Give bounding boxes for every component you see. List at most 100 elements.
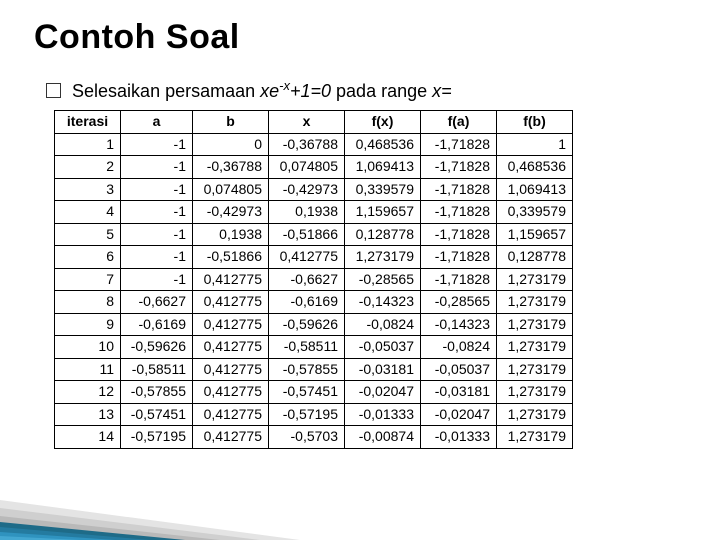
table-cell: 5 (55, 223, 121, 246)
table-cell: 0,412775 (193, 403, 269, 426)
table-cell: -1 (121, 201, 193, 224)
table-cell: -0,03181 (345, 358, 421, 381)
table-cell: -0,5703 (269, 426, 345, 449)
table-header-row: iterasi a b x f(x) f(a) f(b) (55, 111, 573, 134)
table-row: 12-0,578550,412775-0,57451-0,02047-0,031… (55, 381, 573, 404)
table-cell: -0,57855 (121, 381, 193, 404)
table-row: 4-1-0,429730,19381,159657-1,718280,33957… (55, 201, 573, 224)
table-cell: 0,412775 (269, 246, 345, 269)
table-cell: 1,273179 (497, 403, 573, 426)
table-cell: -0,0824 (421, 336, 497, 359)
col-header: a (121, 111, 193, 134)
equation-rhs: +1=0 (290, 81, 331, 101)
table-cell: 0,412775 (193, 358, 269, 381)
equation-exponent: -x (279, 78, 290, 93)
table-cell: 12 (55, 381, 121, 404)
table-cell: 1 (497, 133, 573, 156)
table-cell: 0,412775 (193, 336, 269, 359)
slide: Contoh Soal Selesaikan persamaan xe-x+1=… (0, 0, 720, 540)
table-cell: -0,59626 (121, 336, 193, 359)
table-cell: -0,6169 (269, 291, 345, 314)
subtitle-trail: pada range (336, 81, 427, 101)
table-cell: 1,069413 (345, 156, 421, 179)
table-cell: 0,128778 (345, 223, 421, 246)
table-row: 3-10,074805-0,429730,339579-1,718281,069… (55, 178, 573, 201)
table-row: 13-0,574510,412775-0,57195-0,01333-0,020… (55, 403, 573, 426)
table-cell: 1,159657 (345, 201, 421, 224)
table-cell: -0,57195 (121, 426, 193, 449)
table-cell: 1,159657 (497, 223, 573, 246)
table-cell: 7 (55, 268, 121, 291)
range-var: x= (432, 81, 452, 101)
table-cell: 0,074805 (269, 156, 345, 179)
table-row: 11-0,585110,412775-0,57855-0,03181-0,050… (55, 358, 573, 381)
decorative-wedge-icon (0, 470, 320, 540)
table-cell: -0,57451 (269, 381, 345, 404)
table-cell: -1,71828 (421, 246, 497, 269)
table-cell: 9 (55, 313, 121, 336)
table-cell: 0,128778 (497, 246, 573, 269)
table-cell: -0,00874 (345, 426, 421, 449)
table-cell: -1,71828 (421, 268, 497, 291)
table-cell: -0,58511 (121, 358, 193, 381)
table-cell: 0,1938 (269, 201, 345, 224)
table-cell: -0,51866 (193, 246, 269, 269)
table-row: 1-10-0,367880,468536-1,718281 (55, 133, 573, 156)
table-row: 7-10,412775-0,6627-0,28565-1,718281,2731… (55, 268, 573, 291)
table-cell: -1 (121, 246, 193, 269)
table-cell: 0,468536 (345, 133, 421, 156)
col-header: f(a) (421, 111, 497, 134)
table-cell: -1,71828 (421, 156, 497, 179)
table-cell: -0,57855 (269, 358, 345, 381)
problem-statement: Selesaikan persamaan xe-x+1=0 pada range… (46, 81, 686, 102)
table-cell: 1,273179 (497, 268, 573, 291)
table-cell: -0,0824 (345, 313, 421, 336)
table-row: 10-0,596260,412775-0,58511-0,05037-0,082… (55, 336, 573, 359)
table-cell: -1 (121, 268, 193, 291)
table-cell: 0 (193, 133, 269, 156)
equation-lhs: xe (260, 81, 279, 101)
table-row: 6-1-0,518660,4127751,273179-1,718280,128… (55, 246, 573, 269)
table-cell: 0,412775 (193, 291, 269, 314)
table-row: 2-1-0,367880,0748051,069413-1,718280,468… (55, 156, 573, 179)
table-cell: -0,14323 (421, 313, 497, 336)
table-cell: 0,412775 (193, 426, 269, 449)
col-header: f(b) (497, 111, 573, 134)
table-cell: 1 (55, 133, 121, 156)
table-cell: -0,02047 (345, 381, 421, 404)
table-cell: -0,02047 (421, 403, 497, 426)
table-cell: -1 (121, 156, 193, 179)
table-cell: -0,36788 (269, 133, 345, 156)
table-cell: -0,57195 (269, 403, 345, 426)
table-cell: 1,273179 (497, 381, 573, 404)
table-row: 8-0,66270,412775-0,6169-0,14323-0,285651… (55, 291, 573, 314)
table-cell: 13 (55, 403, 121, 426)
table-cell: 0,339579 (345, 178, 421, 201)
table-cell: -0,01333 (421, 426, 497, 449)
table-cell: -0,42973 (193, 201, 269, 224)
subtitle-lead: Selesaikan persamaan (72, 81, 255, 101)
table-cell: -1,71828 (421, 178, 497, 201)
table-cell: 0,412775 (193, 381, 269, 404)
table-cell: 1,069413 (497, 178, 573, 201)
table-cell: -0,05037 (345, 336, 421, 359)
table-cell: -0,05037 (421, 358, 497, 381)
table-cell: 11 (55, 358, 121, 381)
table-cell: 1,273179 (497, 358, 573, 381)
table-cell: -0,36788 (193, 156, 269, 179)
table-cell: -1,71828 (421, 201, 497, 224)
table-cell: 1,273179 (497, 291, 573, 314)
table-cell: -0,03181 (421, 381, 497, 404)
table-cell: 6 (55, 246, 121, 269)
table-cell: 1,273179 (497, 336, 573, 359)
table-cell: 0,074805 (193, 178, 269, 201)
table-cell: 1,273179 (497, 313, 573, 336)
table-cell: -1,71828 (421, 223, 497, 246)
col-header: x (269, 111, 345, 134)
table-cell: -0,28565 (421, 291, 497, 314)
table-cell: 14 (55, 426, 121, 449)
table-row: 14-0,571950,412775-0,5703-0,00874-0,0133… (55, 426, 573, 449)
table-cell: -0,6169 (121, 313, 193, 336)
page-title: Contoh Soal (34, 18, 686, 57)
table-cell: 2 (55, 156, 121, 179)
